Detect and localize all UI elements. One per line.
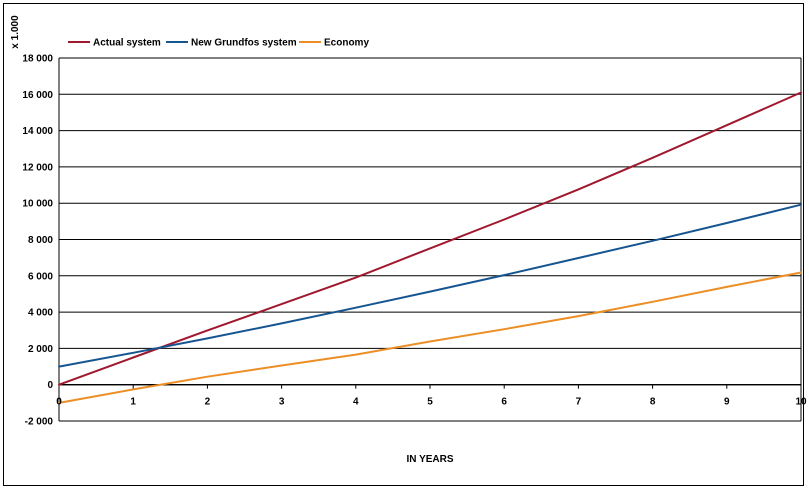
y-tick-label: 6 000 xyxy=(28,271,53,282)
grid-layer xyxy=(59,57,801,422)
series-line-0 xyxy=(58,91,802,386)
x-tick-label: 4 xyxy=(353,397,359,408)
series-line-2 xyxy=(58,271,802,404)
x-axis-title: IN YEARS xyxy=(406,454,453,465)
chart-frame xyxy=(3,3,804,486)
x-tick-label: 5 xyxy=(427,397,433,408)
y-tick-label: 14 000 xyxy=(22,126,53,137)
y-unit-label: x 1.000 xyxy=(10,15,21,49)
y-tick-label: 0 xyxy=(47,380,53,391)
legend-label-2: Economy xyxy=(324,38,369,49)
x-tick-label: 9 xyxy=(724,397,730,408)
x-tick-label: 6 xyxy=(501,397,507,408)
y-tick-label: 10 000 xyxy=(22,199,53,210)
x-tick-label: 2 xyxy=(205,397,211,408)
x-tick-label: 0 xyxy=(56,397,62,408)
x-tick-label: 8 xyxy=(650,397,656,408)
y-tick-label: 2 000 xyxy=(28,344,53,355)
y-tick-label: 12 000 xyxy=(22,162,53,173)
series-layer xyxy=(58,91,802,404)
y-tick-label: 4 000 xyxy=(28,308,53,319)
legend-label-1: New Grundfos system xyxy=(191,38,297,49)
y-tick-label: -2 000 xyxy=(25,417,54,428)
x-tick-label: 1 xyxy=(130,397,136,408)
x-tick-label: 3 xyxy=(279,397,285,408)
y-tick-label: 18 000 xyxy=(22,54,53,65)
series-line-1 xyxy=(58,203,802,368)
x-tick-label: 7 xyxy=(576,397,582,408)
y-tick-label: 16 000 xyxy=(22,90,53,101)
axis-layer xyxy=(58,58,802,421)
y-tick-label: 8 000 xyxy=(28,235,53,246)
legend-label-0: Actual system xyxy=(93,38,161,49)
x-tick-label: 10 xyxy=(795,397,807,408)
legend: Actual system New Grundfos system Economy xyxy=(68,38,369,49)
